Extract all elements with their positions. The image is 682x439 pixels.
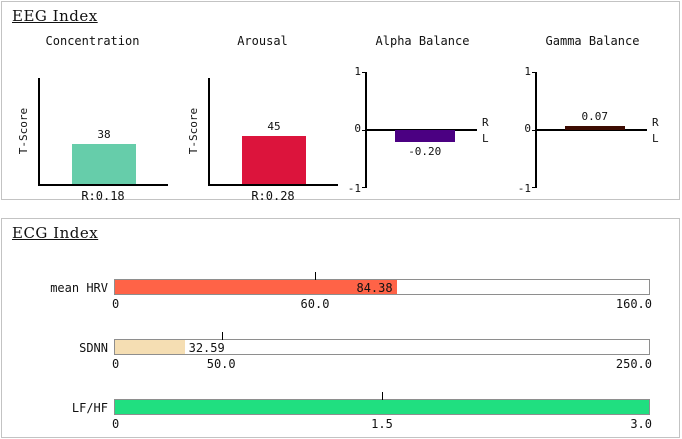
axis-tick — [532, 187, 537, 188]
bar-value-label: 38 — [97, 127, 111, 141]
axis-tick — [532, 72, 537, 73]
gauge-axis: 0 50.0 250.0 — [112, 357, 652, 371]
x-tick-label: 50.0 — [206, 357, 236, 371]
right-hemisphere-label: R — [652, 116, 659, 129]
mid-tick-mark — [221, 332, 223, 340]
arousal-chart: Arousal T-Score 45 R:0.28 — [180, 28, 345, 203]
ecg-index-panel: ECG Index mean HRV 84.38 0 60.0 160.0 SD… — [1, 218, 680, 438]
bar — [564, 125, 625, 130]
eeg-index-panel: EEG Index Concentration T-Score 38 R:0.1… — [1, 1, 680, 203]
x-tick-label: 1.5 — [371, 417, 393, 431]
gauge-fill — [115, 400, 649, 414]
plot-area: T-Score 45 — [187, 78, 338, 186]
mid-tick-mark — [315, 272, 317, 280]
x-tick-label: 60.0 — [300, 297, 330, 311]
bar-value-label: 0.07 — [581, 109, 609, 123]
zero-baseline — [537, 129, 647, 131]
y-axis-label: T-Score — [187, 107, 200, 155]
y-axis-label: T-Score — [17, 107, 30, 155]
gauge-axis: 0 1.5 3.0 — [112, 417, 652, 431]
bar — [72, 143, 136, 184]
mean-hrv-gauge: mean HRV 84.38 0 60.0 160.0 — [2, 272, 679, 325]
gauge-label: SDNN — [79, 341, 108, 355]
ecg-panel-title: ECG Index — [12, 224, 99, 242]
gauge-track: 84.38 — [114, 272, 650, 295]
plot-area: 1 0 -1 -0.20 R L — [348, 65, 489, 195]
chart-title: Gamma Balance — [545, 34, 640, 48]
gauge-track — [114, 392, 650, 415]
y-tick-label: 0 — [354, 122, 361, 135]
x-axis-label: R:0.28 — [251, 189, 295, 203]
bar — [242, 136, 306, 184]
y-tick-label: 1 — [354, 65, 361, 78]
gamma-balance-chart: Gamma Balance 1 0 -1 0.07 R L — [510, 28, 675, 200]
left-hemisphere-label: L — [652, 132, 659, 145]
eeg-panel-title: EEG Index — [12, 7, 98, 25]
gauge-value-label: 84.38 — [356, 281, 393, 295]
lf-hf-gauge: LF/HF 0 1.5 3.0 — [2, 392, 679, 439]
chart-title: Alpha Balance — [375, 34, 470, 48]
chart-title: Concentration — [45, 34, 140, 48]
alpha-balance-chart: Alpha Balance 1 0 -1 -0.20 R L — [340, 28, 505, 200]
axis-tick — [362, 72, 367, 73]
x-axis-label: R:0.18 — [81, 189, 125, 203]
gauge-fill — [115, 340, 185, 354]
bar — [394, 130, 455, 142]
right-hemisphere-label: R — [482, 116, 489, 129]
gauge-value-label: 32.59 — [188, 341, 225, 355]
gauge-axis: 0 60.0 160.0 — [112, 297, 652, 311]
x-tick-label: 3.0 — [630, 417, 652, 431]
axis-tick — [532, 129, 537, 131]
sdnn-gauge: SDNN 32.59 0 50.0 250.0 — [2, 332, 679, 385]
x-tick-label: 0 — [112, 297, 120, 311]
y-tick-label: 0 — [524, 122, 531, 135]
gauge-track: 32.59 — [114, 332, 650, 355]
x-tick-label: 0 — [112, 357, 120, 371]
gauge-label: mean HRV — [50, 281, 108, 295]
plot-area: 1 0 -1 0.07 R L — [518, 65, 659, 195]
left-hemisphere-label: L — [482, 132, 489, 145]
gauge-label: LF/HF — [71, 401, 108, 415]
chart-title: Arousal — [237, 34, 288, 48]
concentration-chart: Concentration T-Score 38 R:0.18 — [10, 28, 175, 203]
axis-tick — [362, 129, 367, 131]
bar-value-label: -0.20 — [408, 144, 442, 158]
x-tick-label: 160.0 — [615, 297, 652, 311]
y-tick-label: 1 — [524, 65, 531, 78]
bar-value-label: 45 — [267, 120, 281, 134]
axis-tick — [362, 187, 367, 188]
plot-area: T-Score 38 — [17, 78, 168, 186]
y-tick-label: -1 — [347, 182, 361, 195]
x-tick-label: 250.0 — [615, 357, 652, 371]
x-tick-label: 0 — [112, 417, 120, 431]
mid-tick-mark — [382, 392, 383, 400]
gauge-fill — [115, 280, 397, 294]
y-tick-label: -1 — [517, 182, 531, 195]
